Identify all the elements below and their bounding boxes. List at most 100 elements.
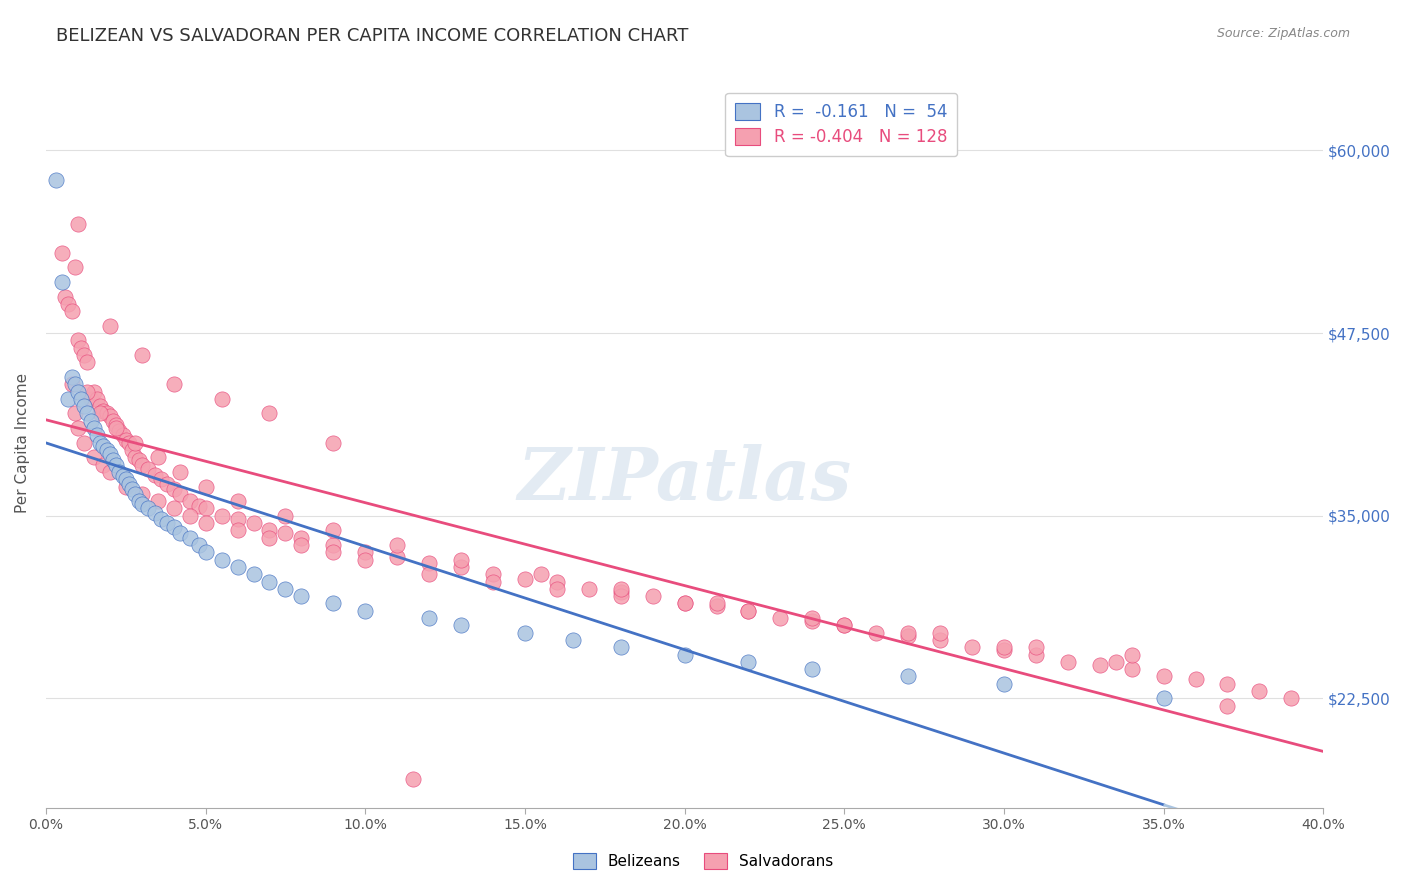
Point — [929, 632, 952, 647]
Point — [79, 414, 101, 428]
Point — [1216, 677, 1239, 691]
Point — [865, 625, 887, 640]
Point — [131, 458, 153, 472]
Point — [546, 582, 568, 596]
Point — [124, 487, 146, 501]
Point — [121, 443, 143, 458]
Point — [111, 469, 134, 483]
Text: ZIPatlas: ZIPatlas — [517, 443, 852, 515]
Point — [673, 596, 696, 610]
Point — [673, 596, 696, 610]
Point — [274, 526, 297, 541]
Point — [194, 545, 217, 559]
Point — [194, 516, 217, 530]
Point — [354, 552, 377, 566]
Point — [118, 476, 141, 491]
Point — [322, 545, 344, 559]
Point — [513, 625, 536, 640]
Legend: R =  -0.161   N =  54, R = -0.404   N = 128: R = -0.161 N = 54, R = -0.404 N = 128 — [725, 93, 957, 156]
Point — [322, 435, 344, 450]
Point — [194, 501, 217, 516]
Point — [108, 424, 131, 438]
Point — [242, 567, 264, 582]
Point — [89, 407, 111, 421]
Point — [66, 217, 89, 231]
Point — [60, 304, 83, 318]
Point — [86, 428, 108, 442]
Point — [610, 582, 633, 596]
Point — [706, 599, 728, 614]
Point — [58, 297, 80, 311]
Point — [211, 508, 233, 523]
Point — [105, 418, 128, 433]
Point — [610, 640, 633, 655]
Point — [143, 467, 166, 482]
Point — [51, 275, 73, 289]
Point — [73, 399, 96, 413]
Point — [163, 483, 186, 497]
Point — [226, 511, 249, 525]
Point — [146, 450, 169, 465]
Point — [124, 450, 146, 465]
Point — [73, 435, 96, 450]
Point — [1279, 691, 1302, 706]
Point — [929, 625, 952, 640]
Point — [118, 435, 141, 450]
Point — [897, 625, 920, 640]
Point — [274, 508, 297, 523]
Point — [146, 494, 169, 508]
Point — [450, 560, 472, 574]
Point — [136, 462, 159, 476]
Point — [96, 443, 118, 458]
Point — [83, 384, 105, 399]
Point — [259, 524, 281, 538]
Point — [98, 447, 121, 461]
Point — [418, 567, 440, 582]
Point — [993, 643, 1015, 657]
Point — [156, 476, 179, 491]
Point — [114, 479, 136, 493]
Point — [66, 334, 89, 348]
Point — [93, 458, 115, 472]
Point — [993, 677, 1015, 691]
Point — [89, 435, 111, 450]
Point — [83, 421, 105, 435]
Point — [89, 399, 111, 413]
Point — [63, 407, 86, 421]
Point — [482, 567, 505, 582]
Point — [179, 531, 201, 545]
Point — [76, 384, 98, 399]
Point — [105, 458, 128, 472]
Point — [51, 245, 73, 260]
Point — [1216, 698, 1239, 713]
Point — [163, 377, 186, 392]
Point — [131, 487, 153, 501]
Point — [960, 640, 983, 655]
Point — [737, 655, 759, 669]
Point — [63, 377, 86, 392]
Point — [290, 589, 312, 603]
Point — [105, 421, 128, 435]
Point — [706, 596, 728, 610]
Point — [98, 465, 121, 479]
Point — [211, 392, 233, 406]
Point — [641, 589, 664, 603]
Point — [450, 552, 472, 566]
Point — [93, 403, 115, 417]
Point — [179, 508, 201, 523]
Point — [274, 582, 297, 596]
Point — [897, 669, 920, 683]
Point — [1184, 673, 1206, 687]
Point — [76, 407, 98, 421]
Point — [98, 409, 121, 424]
Point — [45, 172, 67, 186]
Point — [58, 392, 80, 406]
Point — [259, 531, 281, 545]
Point — [1121, 648, 1143, 662]
Point — [418, 556, 440, 570]
Point — [114, 433, 136, 447]
Point — [1088, 657, 1111, 672]
Point — [354, 545, 377, 559]
Point — [418, 611, 440, 625]
Point — [610, 589, 633, 603]
